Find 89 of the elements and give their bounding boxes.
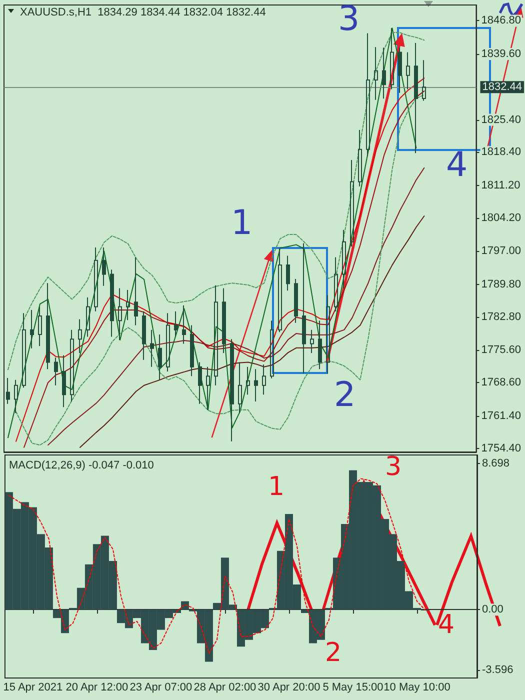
candlestick <box>254 368 258 402</box>
candlestick <box>214 284 218 386</box>
candlestick <box>182 304 186 344</box>
y-tick-label: 1839.60 <box>481 48 522 60</box>
candlestick <box>270 320 274 379</box>
y-tick-label: 1846.80 <box>481 14 522 27</box>
candlestick <box>150 329 154 368</box>
candlestick <box>414 42 418 154</box>
candlestick <box>342 229 346 289</box>
candlestick <box>126 290 130 321</box>
candlestick <box>70 329 74 402</box>
x-tick-label: 5 May 15:00 <box>322 682 384 694</box>
x-tick-label: 10 May 10:00 <box>384 682 450 694</box>
y-tick-label: 1754.40 <box>481 442 522 454</box>
y-tick-label: 0.00 <box>482 604 504 616</box>
candlestick <box>142 310 146 360</box>
x-tick-label: 20 Apr 12:00 <box>66 682 128 694</box>
candlestick <box>334 256 338 312</box>
candlestick <box>390 28 394 90</box>
line-series <box>48 167 425 446</box>
candlestick <box>134 256 138 326</box>
candlestick <box>366 32 370 157</box>
candlestick <box>238 362 242 414</box>
candlestick <box>278 248 282 333</box>
annotation: 4 <box>446 145 468 185</box>
x-tick-label: 15 Apr 2021 <box>3 682 63 694</box>
candlestick <box>286 255 290 292</box>
annotation: 3 <box>338 0 360 39</box>
candlestick <box>198 362 202 404</box>
candlestick <box>206 366 210 410</box>
annotation: 4 <box>438 610 455 640</box>
y-tick-label: 1825.40 <box>481 114 522 126</box>
candlestick <box>30 309 34 349</box>
candlestick <box>158 334 162 380</box>
y-tick-label: 1811.20 <box>481 179 520 192</box>
chart-title: MACD(12,26,9) -0.047 -0.010 <box>9 460 154 472</box>
candlestick <box>78 318 82 354</box>
annotation: 2 <box>325 638 342 668</box>
candlestick <box>166 312 170 372</box>
candlestick <box>406 52 410 90</box>
y-tick-label: 1818.40 <box>481 146 522 158</box>
y-tick-label: 1775.60 <box>481 344 522 356</box>
candlestick <box>110 269 114 338</box>
candlestick <box>62 354 66 408</box>
y-tick-label: -3.596 <box>482 664 514 676</box>
candlestick <box>230 338 234 442</box>
candlestick <box>94 246 98 312</box>
annotation: 1 <box>231 203 253 243</box>
candlestick <box>326 294 330 374</box>
chart-title: XAUUSD.s,H1 1834.29 1834.44 1832.04 1832.44 <box>20 6 266 18</box>
candlestick <box>302 242 306 374</box>
candlestick <box>294 278 298 324</box>
candlestick <box>14 379 18 414</box>
candlestick <box>22 312 26 388</box>
candlestick <box>86 296 90 338</box>
candlestick <box>310 329 314 354</box>
candlestick <box>190 324 194 377</box>
y-tick-label: 1797.00 <box>481 245 522 258</box>
candlestick <box>102 246 106 286</box>
x-tick-label: 23 Apr 07:00 <box>130 682 192 694</box>
y-tick-label: 1761.40 <box>481 410 522 422</box>
candlestick <box>118 288 122 341</box>
candlestick <box>382 47 386 99</box>
candlestick <box>350 160 354 248</box>
candlestick <box>374 46 378 100</box>
candlestick <box>262 364 266 396</box>
x-tick-label: 30 Apr 20:00 <box>258 682 320 694</box>
y-tick-label: 1789.80 <box>481 278 522 290</box>
annotation: 3 <box>385 452 402 482</box>
y-tick-label: 1768.60 <box>481 376 522 389</box>
x-tick-label: 28 Apr 02:00 <box>194 682 256 694</box>
candlestick <box>398 47 402 94</box>
candlestick <box>54 357 58 386</box>
annotation: 2 <box>334 375 356 415</box>
annotation: 1 <box>268 472 285 502</box>
candlestick <box>38 306 42 347</box>
y-tick-label: 1804.20 <box>481 212 522 224</box>
y-tick-label: 8.698 <box>482 458 510 470</box>
candlestick <box>174 310 178 338</box>
y-tick-label: 1782.80 <box>481 310 522 323</box>
candlestick <box>222 288 226 354</box>
candlestick <box>46 282 50 370</box>
candlestick <box>422 60 426 102</box>
candlestick <box>318 320 322 370</box>
candlestick <box>6 377 10 404</box>
candlestick <box>358 129 362 187</box>
line-series <box>8 32 425 370</box>
ref-line-label: 1832.44 <box>482 81 522 94</box>
candlestick <box>246 366 250 396</box>
